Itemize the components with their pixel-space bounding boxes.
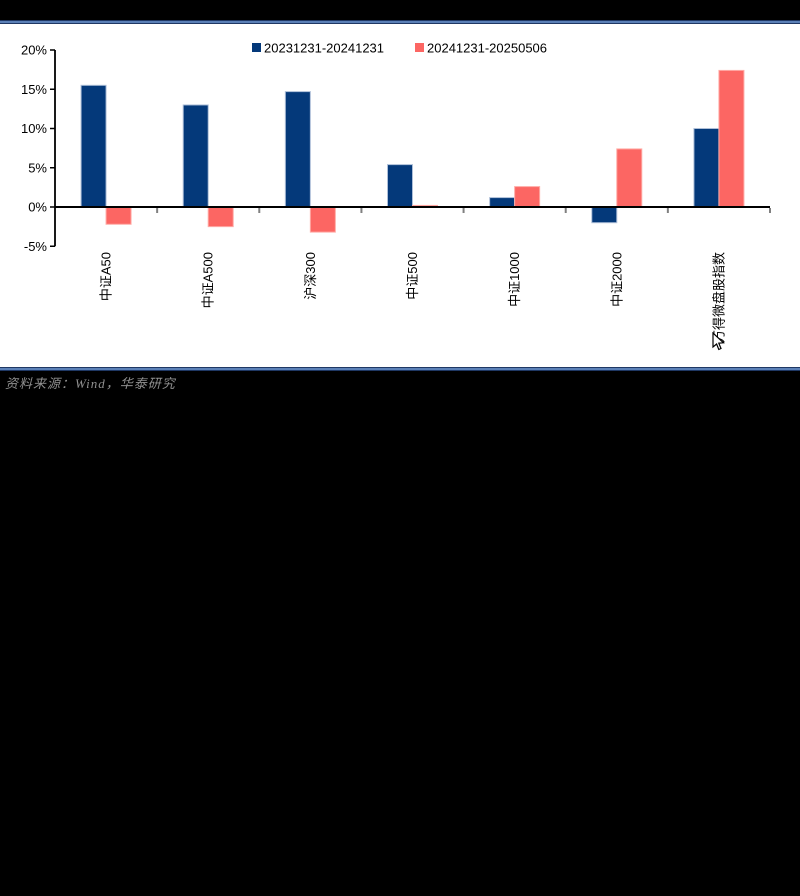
mouse-cursor	[712, 332, 725, 351]
bar	[387, 164, 413, 208]
chart-panel: 20% 15% 10% 5% 0% -5% 中证A50 中证A500 沪深300 中证500 中证1…	[0, 24, 800, 367]
bar	[309, 206, 336, 233]
x-category-label: 中证1000	[507, 252, 522, 307]
y-tick-label: 15%	[21, 82, 47, 97]
x-category-label: 沪深300	[303, 252, 318, 300]
bar	[182, 104, 209, 208]
x-category-label: 中证500	[405, 252, 420, 300]
legend-swatch	[252, 43, 261, 52]
bar-chart: 20% 15% 10% 5% 0% -5% 中证A50 中证A500 沪深300 中证500 中证1…	[21, 41, 771, 343]
x-category-label: 中证A500	[201, 252, 216, 308]
bar	[616, 148, 643, 208]
bar	[718, 69, 745, 208]
bar	[80, 84, 107, 208]
bar	[591, 206, 618, 224]
legend-label: 20231231-20241231	[264, 41, 384, 56]
y-tick-label: 10%	[21, 121, 47, 136]
x-category-label: 万得微盘股指数	[711, 252, 726, 343]
bar	[207, 206, 234, 228]
legend-swatch	[415, 43, 424, 52]
y-tick-label: -5%	[24, 239, 48, 254]
y-tick-label: 20%	[21, 43, 47, 58]
bar	[284, 91, 311, 208]
y-tick-label: 0%	[28, 200, 47, 215]
bar	[489, 197, 516, 208]
x-category-label: 中证A50	[99, 252, 114, 301]
source-note: 资料来源：Wind，华泰研究	[5, 376, 176, 391]
bar	[105, 206, 132, 225]
bottom-divider-rule	[0, 367, 800, 371]
x-category-label: 中证2000	[609, 252, 624, 307]
bar	[693, 128, 720, 208]
y-tick-label: 5%	[28, 160, 47, 175]
bar	[514, 186, 541, 208]
top-divider-rule	[0, 20, 800, 24]
legend-label: 20241231-20250506	[427, 41, 547, 56]
